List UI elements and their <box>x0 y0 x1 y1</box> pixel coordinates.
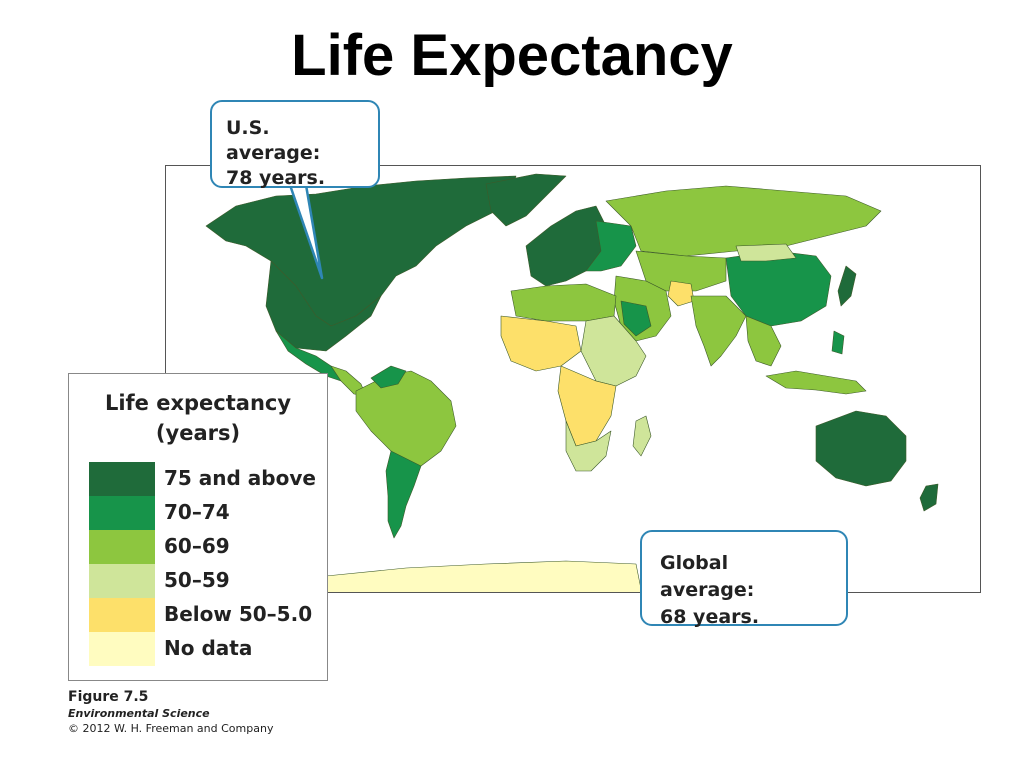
legend-item: 50–59 <box>89 564 319 598</box>
region-europe-west <box>525 205 607 287</box>
region-china <box>725 250 832 327</box>
figure-credit: Figure 7.5 Environmental Science © 2012 … <box>68 688 273 737</box>
legend-item: 75 and above <box>89 462 319 496</box>
region-west-africa <box>500 315 582 372</box>
region-mongolia <box>735 243 797 262</box>
region-new-zealand <box>919 483 939 512</box>
region-antarctica <box>325 560 642 592</box>
legend-swatch <box>89 564 155 598</box>
legend-item: 70–74 <box>89 496 319 530</box>
region-saudi <box>620 300 652 337</box>
region-europe-east <box>585 220 637 272</box>
legend-label: 70–74 <box>164 500 230 524</box>
region-greenland <box>485 173 567 227</box>
legend-item: No data <box>89 632 319 666</box>
region-madagascar <box>632 415 652 457</box>
legend-swatch <box>89 632 155 666</box>
region-india <box>690 295 747 367</box>
legend-swatch <box>89 598 155 632</box>
book-title: Environmental Science <box>68 707 210 720</box>
legend-title-line1: Life expectancy <box>104 391 292 415</box>
legend-swatch <box>89 496 155 530</box>
copyright-notice: © 2012 W. H. Freeman and Company <box>68 722 274 735</box>
legend-label: 50–59 <box>164 568 230 592</box>
legend-swatch <box>89 530 155 564</box>
region-south-america-north <box>355 370 457 472</box>
us-average-value: 78 years. <box>226 167 326 189</box>
legend-label: 75 and above <box>164 466 316 490</box>
world-map-svg <box>205 173 939 592</box>
map-legend: Life expectancy (years) 75 and above 70–7… <box>68 373 328 681</box>
region-southern-africa <box>565 420 612 472</box>
region-russia <box>605 185 882 257</box>
slide-title: Life Expectancy <box>291 23 733 88</box>
region-japan <box>837 265 857 307</box>
legend-swatch <box>89 462 155 496</box>
global-average-callout: Global average: 68 years. <box>640 530 848 628</box>
us-average-callout: U.S. average: 78 years. <box>210 100 380 189</box>
region-venezuela <box>370 365 407 389</box>
region-canada <box>205 175 517 327</box>
region-indonesia <box>765 370 867 395</box>
region-south-america-south <box>385 450 422 539</box>
legend-label: 60–69 <box>164 534 230 558</box>
region-philippines <box>831 330 845 355</box>
legend-title: Life expectancy (years) <box>69 388 327 448</box>
global-average-value: 68 years. <box>660 606 760 628</box>
region-north-africa <box>510 283 617 322</box>
legend-item: 60–69 <box>89 530 319 564</box>
global-average-label: Global average: <box>660 552 755 601</box>
us-average-label: U.S. average: <box>226 117 321 164</box>
legend-title-line2: (years) <box>155 421 241 445</box>
figure-number: Figure 7.5 <box>68 689 149 705</box>
region-southeast-asia <box>745 315 782 367</box>
legend-label: Below 50–5.0 <box>164 602 313 626</box>
region-afghanistan <box>667 280 695 307</box>
region-east-africa <box>580 315 647 387</box>
legend-item: Below 50–5.0 <box>89 598 319 632</box>
legend-label: No data <box>164 636 253 660</box>
region-australia <box>815 410 907 487</box>
